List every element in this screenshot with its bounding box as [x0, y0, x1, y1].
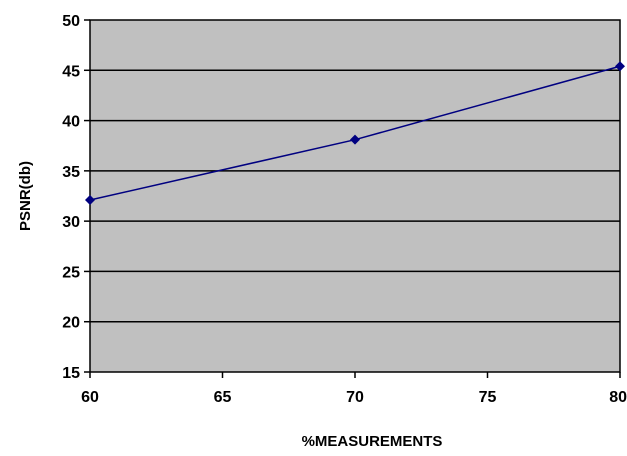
x-tick-label: 60	[81, 389, 99, 406]
x-tick-labels: 60 65 70 75 80	[81, 389, 627, 406]
y-tick-label: 30	[62, 214, 80, 231]
y-tick-label: 20	[62, 315, 80, 332]
y-tick-label: 25	[62, 264, 80, 281]
y-tick-label: 45	[62, 63, 80, 80]
gridlines	[84, 19, 621, 378]
x-tick-label: 70	[346, 389, 364, 406]
data-point	[615, 61, 625, 72]
series-group	[85, 61, 625, 206]
data-point	[85, 195, 95, 206]
plot-area	[89, 19, 621, 373]
y-tick-label: 40	[62, 114, 80, 131]
y-tick-label: 50	[62, 13, 80, 30]
x-tick-label: 65	[214, 389, 232, 406]
data-point	[350, 134, 360, 145]
y-axis-title: PSNR(db)	[17, 161, 34, 231]
x-tick-label: 75	[479, 389, 497, 406]
y-tick-label: 15	[62, 365, 80, 382]
y-tick-labels: 15 20 25 30 35 40 45 50	[62, 13, 80, 382]
y-tick-label: 35	[62, 164, 80, 181]
x-tick-label: 80	[609, 389, 627, 406]
x-axis-title: %MEASUREMENTS	[302, 433, 443, 450]
